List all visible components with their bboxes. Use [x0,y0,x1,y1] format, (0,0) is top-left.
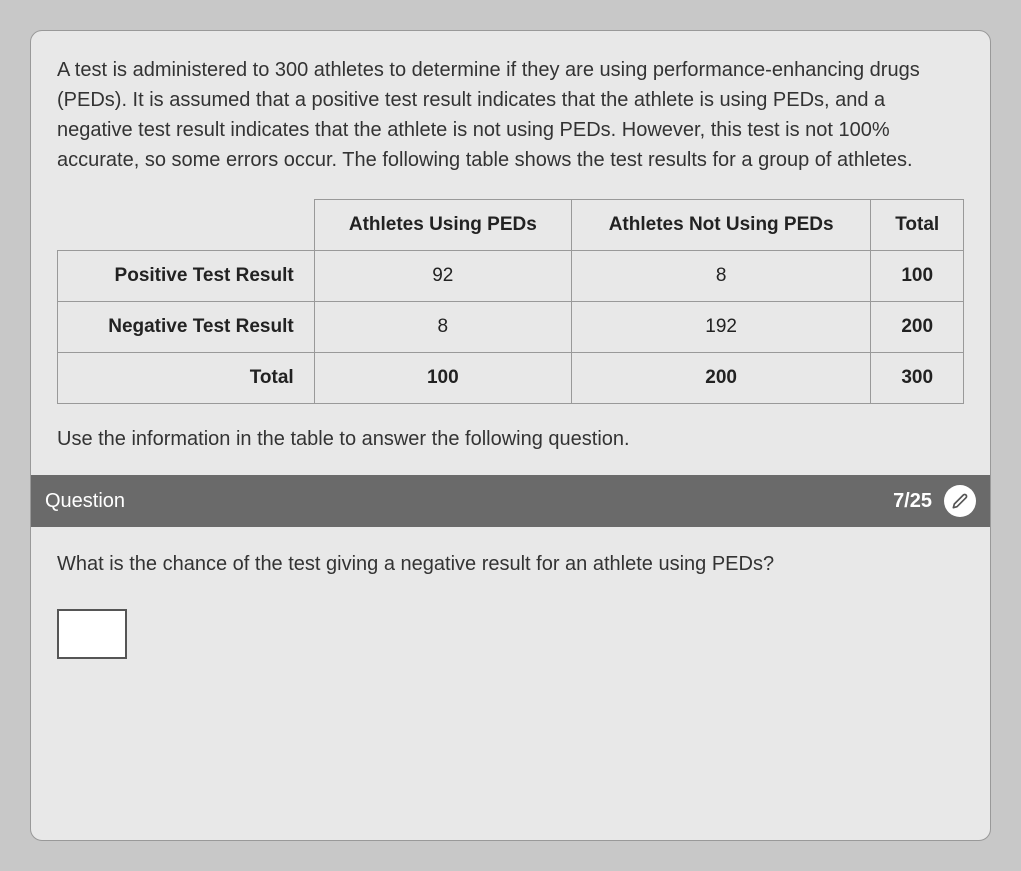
edit-button[interactable] [944,485,976,517]
question-card: A test is administered to 300 athletes t… [30,30,991,841]
cell: 8 [314,302,571,353]
cell: 8 [571,251,870,302]
cell-total: 300 [871,353,964,404]
row-label-negative: Negative Test Result [58,302,315,353]
instruction-text: Use the information in the table to answ… [57,428,964,451]
problem-statement: A test is administered to 300 athletes t… [57,55,964,175]
cell: 92 [314,251,571,302]
results-table: Athletes Using PEDs Athletes Not Using P… [57,199,964,404]
question-counter: 7/25 [893,490,932,513]
answer-input[interactable] [57,609,127,659]
row-label-positive: Positive Test Result [58,251,315,302]
cell-total: 100 [871,251,964,302]
cell-total: 200 [871,302,964,353]
question-label: Question [45,490,125,513]
cell: 192 [571,302,870,353]
question-header-bar: Question 7/25 [31,475,990,527]
col-header-using: Athletes Using PEDs [314,200,571,251]
table-row: Positive Test Result 92 8 100 [58,251,964,302]
cell: 100 [314,353,571,404]
col-header-notusing: Athletes Not Using PEDs [571,200,870,251]
col-header-total: Total [871,200,964,251]
table-row: Total 100 200 300 [58,353,964,404]
table-corner [58,200,315,251]
table-row: Negative Test Result 8 192 200 [58,302,964,353]
row-label-total: Total [58,353,315,404]
pencil-icon [952,493,968,509]
question-text: What is the chance of the test giving a … [57,549,964,579]
question-counter-wrap: 7/25 [893,485,976,517]
cell: 200 [571,353,870,404]
question-body: What is the chance of the test giving a … [57,527,964,659]
